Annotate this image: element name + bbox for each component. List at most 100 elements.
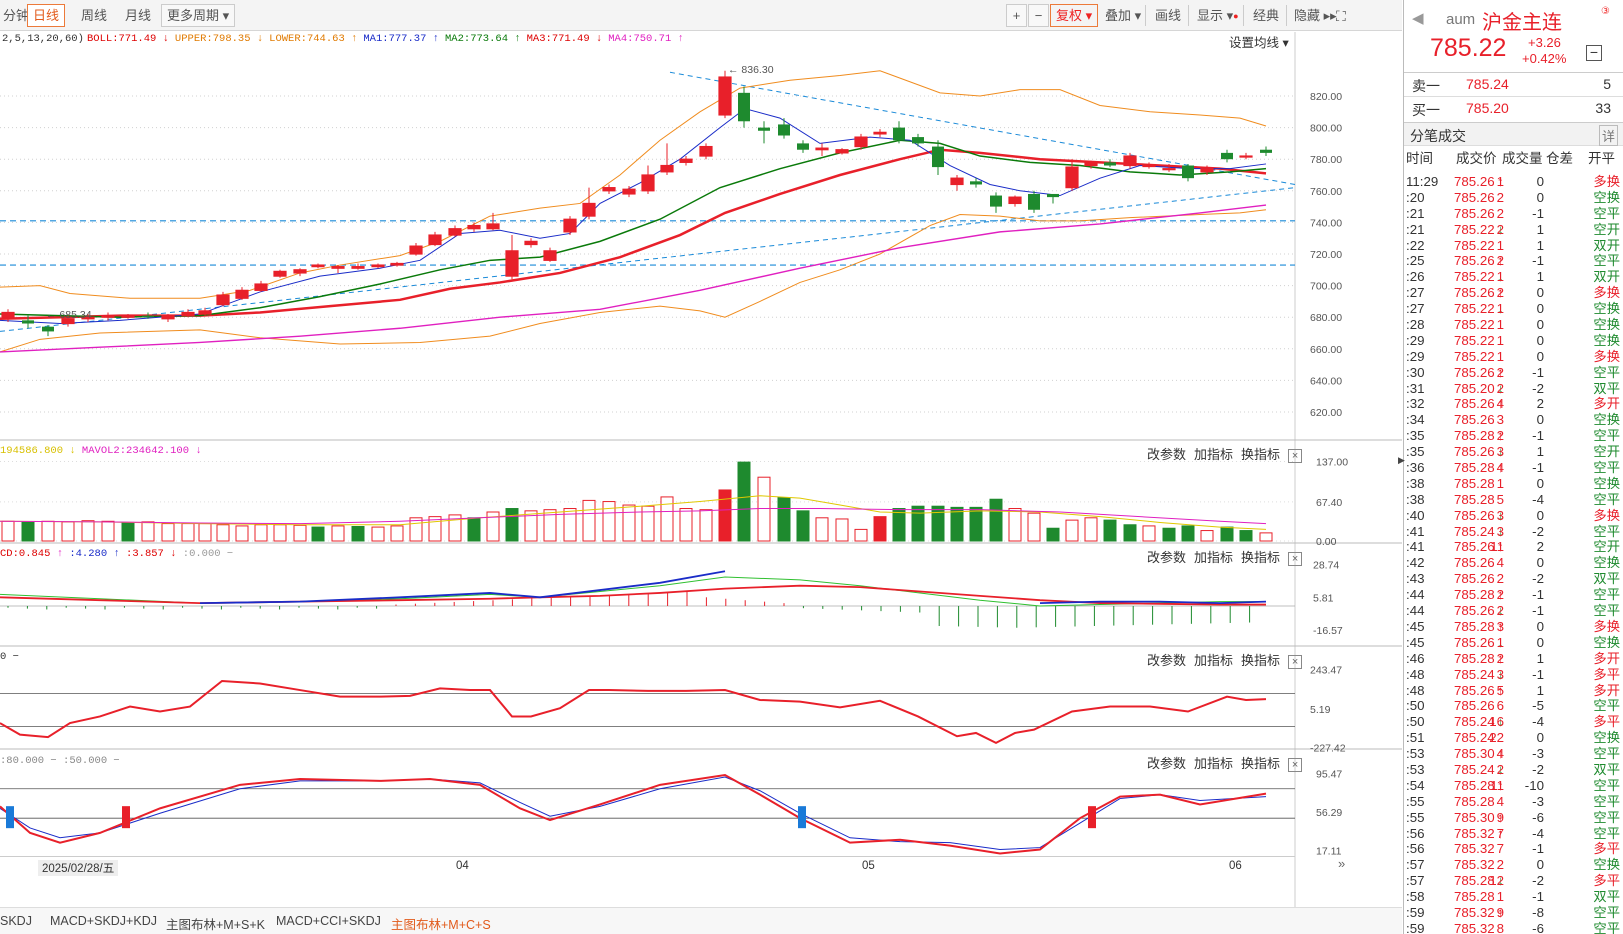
trade-open-close: 双平 xyxy=(1593,380,1620,396)
switch-indicator-button[interactable]: 换指标 xyxy=(1241,447,1281,462)
trade-price: 785.26 xyxy=(1454,364,1495,380)
trade-volume: 4 xyxy=(1496,746,1504,762)
trade-direction-icon: ↑ xyxy=(1497,460,1504,476)
candle-body xyxy=(893,127,905,141)
volume-bar xyxy=(854,528,868,542)
candle-body-up xyxy=(583,203,595,217)
trade-time: :53 xyxy=(1406,761,1425,777)
trade-volume: 5 xyxy=(1496,682,1504,698)
collapse-icon[interactable]: − xyxy=(1586,45,1602,61)
divider xyxy=(1286,5,1287,26)
volume-bar xyxy=(467,517,481,542)
indicator-params: 2,5,13,20,60) xyxy=(2,33,84,45)
switch-indicator-button[interactable]: 换指标 xyxy=(1241,653,1281,668)
candle-body xyxy=(1221,152,1233,160)
zoom-in-button[interactable]: + xyxy=(1006,4,1027,27)
trade-oi-change: -5 xyxy=(1532,698,1544,714)
bid-volume: 33 xyxy=(1595,100,1611,116)
trade-open-close: 多平 xyxy=(1593,666,1620,682)
trade-open-close: 双平 xyxy=(1593,761,1620,777)
overlay-dropdown[interactable]: 叠加 ▾ xyxy=(1105,8,1142,23)
trade-oi-change: -1 xyxy=(1532,889,1544,905)
trade-price: 785.28 xyxy=(1454,460,1495,476)
indicator-value-5: MA3:771.49 ↓ xyxy=(526,33,603,45)
trades-header: 时间 成交价 成交量 仓差 开平 xyxy=(1404,147,1623,166)
add-indicator-button[interactable]: 加指标 xyxy=(1194,653,1234,668)
cci-value: 0 xyxy=(0,651,7,663)
trade-direction-icon: ↓ xyxy=(1497,301,1504,317)
close-icon[interactable]: × xyxy=(1288,654,1303,669)
trade-oi-change: -2 xyxy=(1532,571,1544,587)
close-icon[interactable]: × xyxy=(1288,757,1303,772)
period-month-tab[interactable]: 月线 xyxy=(125,8,152,23)
edit-params-button[interactable]: 改参数 xyxy=(1147,550,1187,565)
add-indicator-button[interactable]: 加指标 xyxy=(1194,447,1234,462)
display-dropdown[interactable]: 显示 ▾● xyxy=(1197,8,1239,23)
trade-oi-change: 2 xyxy=(1536,396,1544,412)
macd-axis-label: 5.81 xyxy=(1313,593,1334,605)
kline-chart[interactable]: 820.00 800.00 780.00 760.00 740.00 720.00 700.… xyxy=(0,32,1402,907)
draw-line-button[interactable]: 画线 xyxy=(1155,8,1182,23)
classic-button[interactable]: 经典 xyxy=(1253,8,1280,23)
scroll-right-icon[interactable]: » xyxy=(1338,856,1346,871)
trade-row: :43 785.26 2 -2 双平 xyxy=(1404,571,1623,587)
col-oi-change: 仓差 xyxy=(1546,151,1573,166)
candle-body-up xyxy=(2,312,14,318)
tab-macd-skdj-kdj[interactable]: MACD+SKDJ+KDJ xyxy=(50,914,157,928)
panel-toggle-icon[interactable]: ▶ xyxy=(1398,455,1405,465)
period-day-tab[interactable]: 日线 xyxy=(27,4,66,27)
trade-open-close: 空平 xyxy=(1593,777,1620,793)
trade-direction-icon: ↓ xyxy=(1497,634,1504,650)
switch-indicator-button[interactable]: 换指标 xyxy=(1241,756,1281,771)
adjust-rights-dropdown[interactable]: 复权 ▾ xyxy=(1050,4,1099,27)
indicator-values: BOLL:771.49 ↓ UPPER:798.35 ↓ LOWER:744.63 … xyxy=(87,33,690,45)
candle-body-up xyxy=(82,317,94,319)
trade-row: :46 785.28 ↑ 2 1 多开 xyxy=(1404,651,1623,667)
more-periods-dropdown[interactable]: 更多周期 ▾ xyxy=(161,4,236,27)
trade-direction-icon: ↑ xyxy=(1497,428,1504,444)
trade-open-close: 多开 xyxy=(1593,682,1620,698)
candle-body xyxy=(1142,164,1156,168)
trades-detail-button[interactable]: 详 xyxy=(1598,125,1618,146)
close-icon[interactable]: × xyxy=(1288,448,1303,463)
set-ma-dropdown[interactable]: 设置均线 ▾ xyxy=(1229,36,1289,50)
edit-params-button[interactable]: 改参数 xyxy=(1147,653,1187,668)
price-axis-label: 660.00 xyxy=(1310,344,1342,356)
fullscreen-icon[interactable]: ⛶ xyxy=(1336,8,1346,24)
trade-price: 785.28 xyxy=(1454,889,1495,905)
trade-oi-change: 0 xyxy=(1536,507,1544,523)
candle-body xyxy=(990,195,1002,207)
tab-macd-cci-skdj[interactable]: MACD+CCI+SKDJ xyxy=(276,914,381,928)
close-icon[interactable]: × xyxy=(1288,551,1303,566)
tab-boll-m-c-s[interactable]: 主图布林+M+C+S xyxy=(391,918,491,932)
tab-skdj[interactable]: SKDJ xyxy=(0,914,32,928)
candle-body-up xyxy=(1124,156,1136,166)
trade-row: :59 785.32 8 -6 空平 xyxy=(1404,921,1623,934)
tab-boll-m-s-k[interactable]: 主图布林+M+S+K xyxy=(166,918,265,932)
edit-params-button[interactable]: 改参数 xyxy=(1147,447,1187,462)
candle-body xyxy=(758,127,770,131)
add-indicator-button[interactable]: 加指标 xyxy=(1194,550,1234,565)
trade-time: :48 xyxy=(1406,682,1425,698)
zoom-out-button[interactable]: − xyxy=(1028,4,1049,27)
prev-contract-icon[interactable]: ◀ xyxy=(1412,10,1424,27)
volume-bar xyxy=(121,521,135,542)
vol-ma1-line xyxy=(0,495,1267,530)
candle-body-up xyxy=(874,132,886,134)
trade-price: 785.26 xyxy=(1454,507,1495,523)
info-icon[interactable]: ③ xyxy=(1601,6,1610,17)
kdj-value-1: :80.000 xyxy=(0,755,45,767)
trade-row: :35 785.26 ↓ 3 1 空开 xyxy=(1404,444,1623,460)
edit-params-button[interactable]: 改参数 xyxy=(1147,756,1187,771)
add-indicator-button[interactable]: 加指标 xyxy=(1194,756,1234,771)
trade-time: :56 xyxy=(1406,841,1425,857)
switch-indicator-button[interactable]: 换指标 xyxy=(1241,550,1281,565)
trade-direction-icon: ↓ xyxy=(1497,873,1504,889)
period-minute-tab[interactable]: 分钟 xyxy=(3,8,30,23)
period-week-tab[interactable]: 周线 xyxy=(81,8,108,23)
hide-button[interactable]: 隐藏 ▸▸ xyxy=(1294,8,1337,23)
trade-time: :48 xyxy=(1406,666,1425,682)
trades-list[interactable]: 11:29 785.26 ↑ 1 0 多换:20 785.26 2 0 空换:21 785.26 2-… xyxy=(1404,174,1623,934)
hide-label: 隐藏 xyxy=(1294,8,1321,23)
trade-oi-change: 1 xyxy=(1536,650,1544,666)
